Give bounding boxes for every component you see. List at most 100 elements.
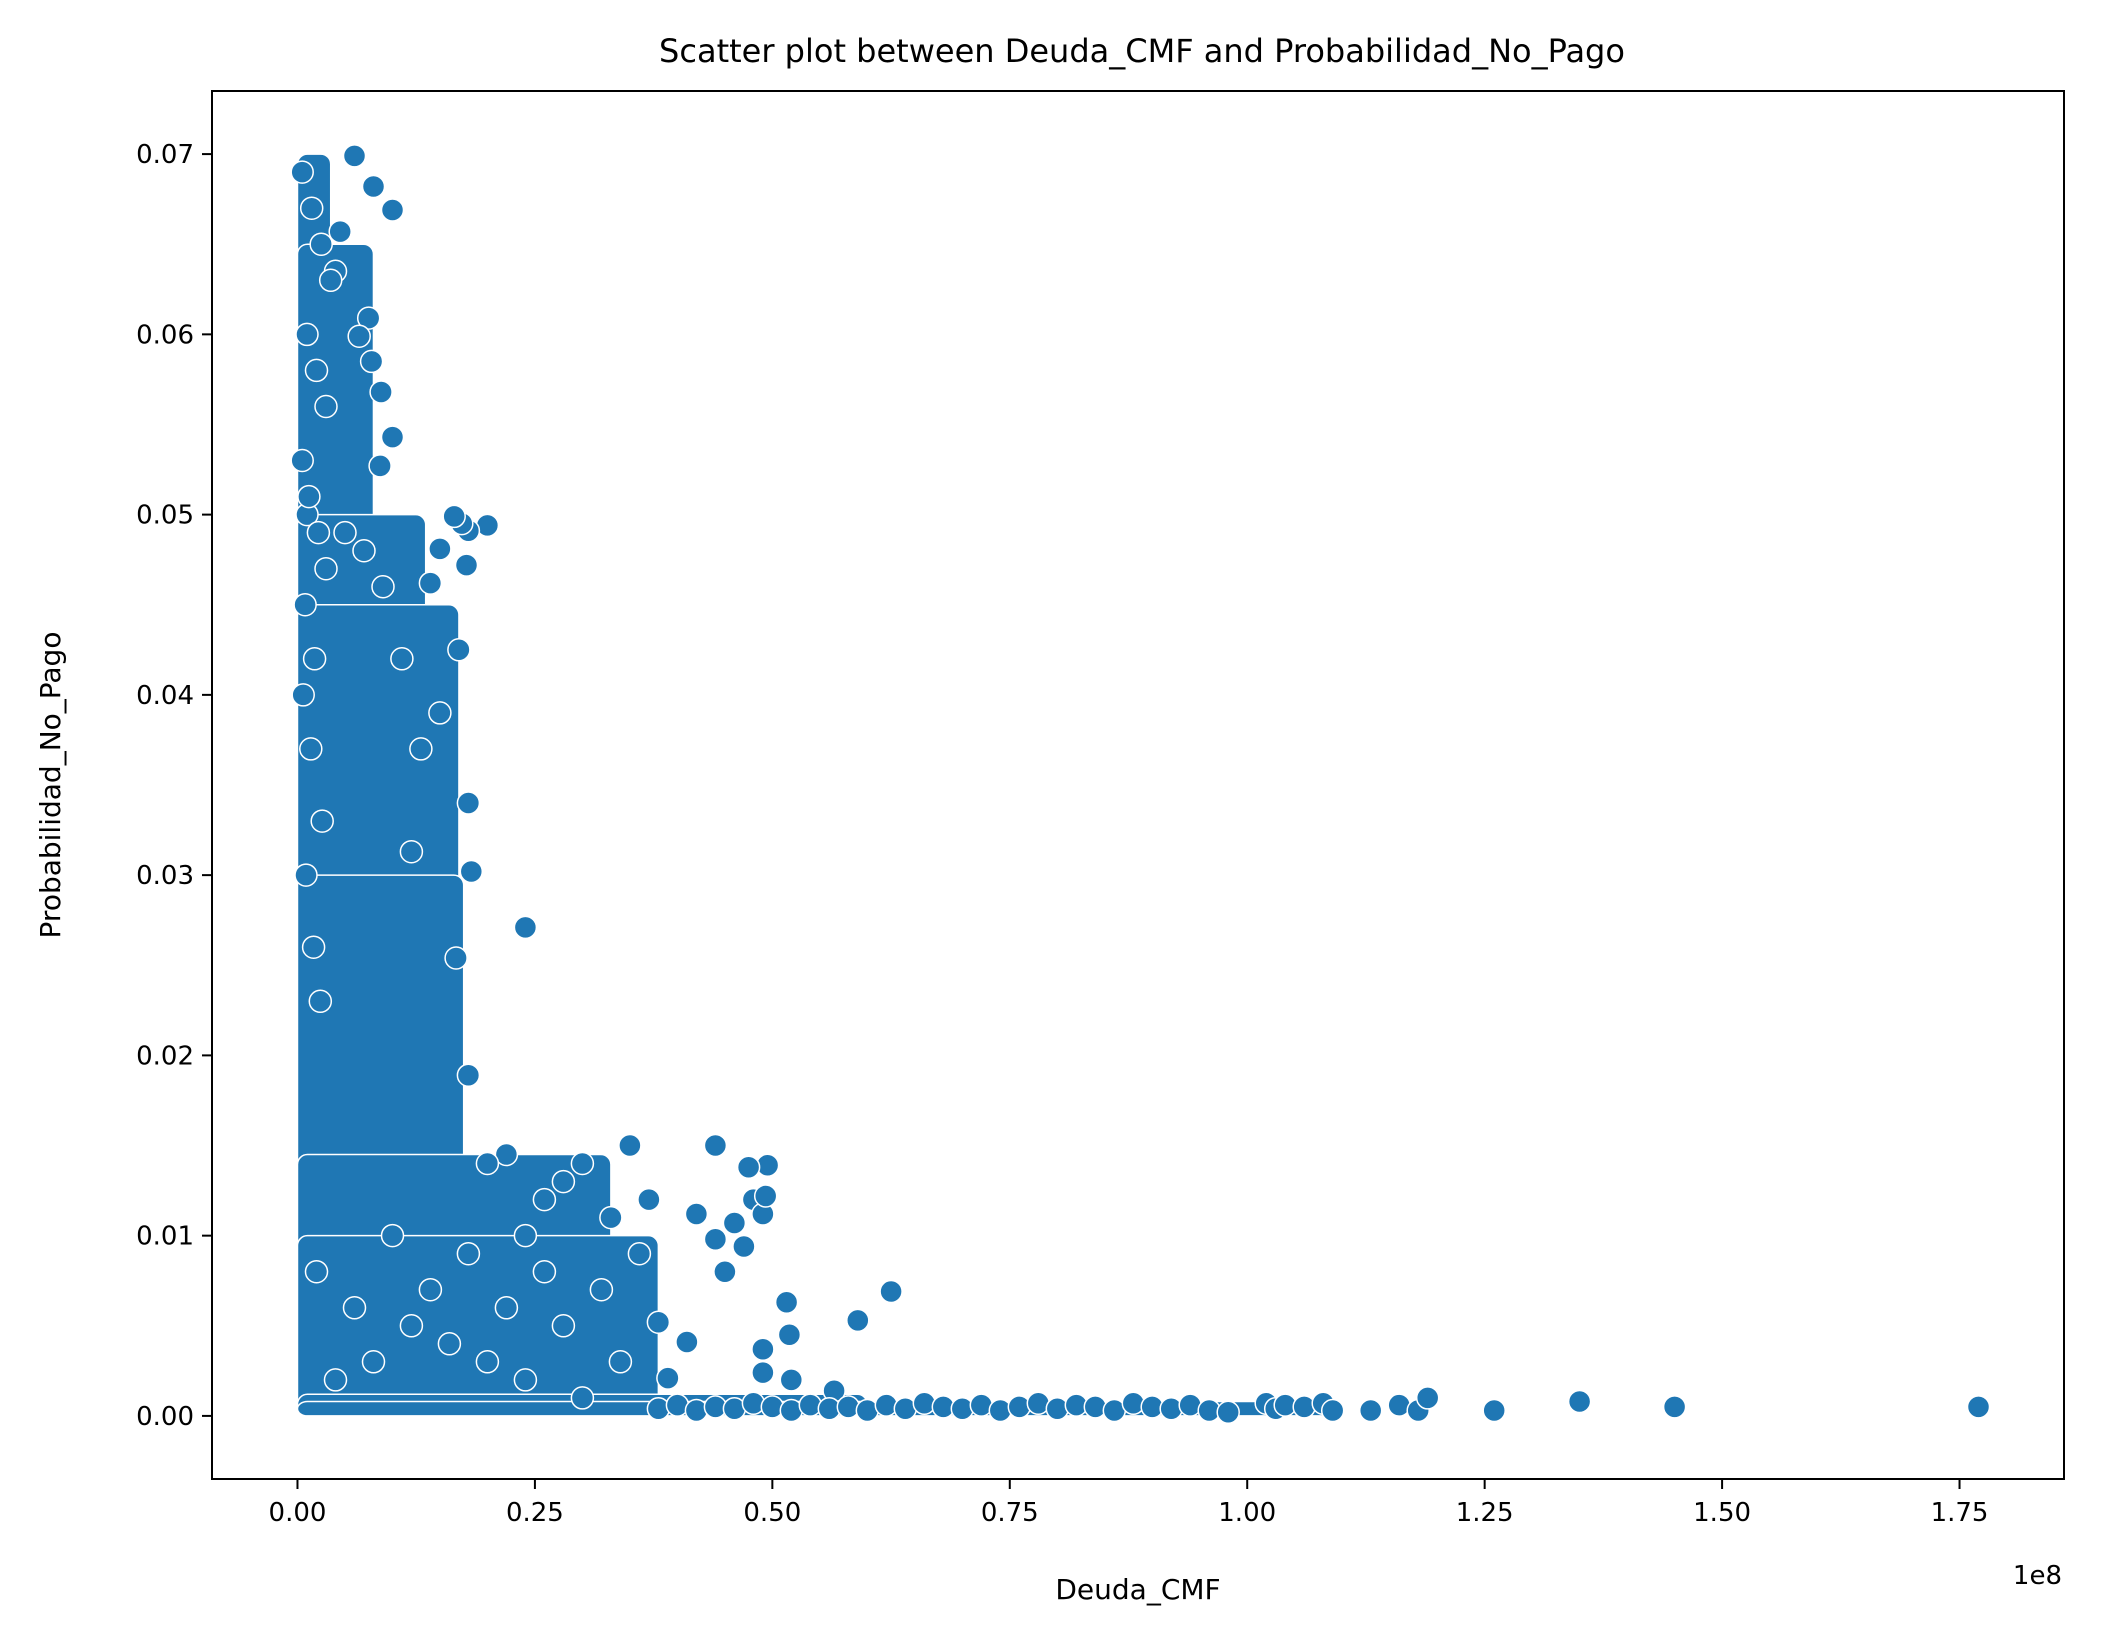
scatter-point (390, 647, 414, 671)
scatter-point (532, 1259, 557, 1284)
scatter-point (323, 1368, 348, 1392)
y-axis-ticks: 0.00 0.01 0.02 0.03 0.04 0.05 0.06 0.07 (136, 140, 212, 1432)
scatter-point (299, 196, 324, 220)
scatter-point (618, 1133, 642, 1158)
y-tick-label: 0.03 (136, 861, 194, 891)
scatter-point (874, 1393, 899, 1417)
scatter-point (333, 520, 357, 545)
scatter-point (684, 1202, 709, 1226)
scatter-point (1662, 1395, 1687, 1419)
scatter-point (513, 1223, 538, 1248)
scatter-point (409, 737, 433, 761)
y-tick-label: 0.04 (136, 681, 194, 711)
scatter-point (570, 1151, 595, 1176)
dense-point-mass (296, 153, 1343, 1417)
scatter-point (798, 1393, 823, 1417)
scatter-point (494, 1296, 519, 1320)
scatter-point (1415, 1386, 1440, 1410)
scatter-point (302, 647, 327, 671)
scatter-point (950, 1396, 975, 1421)
scatter-point (361, 1350, 386, 1374)
scatter-point (418, 1277, 443, 1302)
scatter-point (306, 520, 331, 545)
scatter-point (359, 349, 384, 374)
y-tick-label: 0.06 (136, 320, 194, 350)
scatter-point (304, 1259, 329, 1284)
scatter-point (736, 1155, 761, 1179)
scatter-point (732, 1234, 756, 1259)
scatter-point (637, 1187, 661, 1212)
scatter-point (447, 638, 471, 662)
scatter-point (399, 839, 424, 864)
scatter-point (301, 935, 326, 959)
scatter-point (751, 1337, 775, 1361)
x-tick-label: 0.50 (743, 1498, 801, 1528)
scatter-point (879, 1279, 903, 1304)
scatter-point (774, 1290, 799, 1315)
chart-title: Scatter plot between Deuda_CMF and Proba… (659, 32, 1625, 70)
x-tick-label: 0.25 (506, 1498, 564, 1528)
scatter-point (513, 1368, 538, 1392)
scatter-point (532, 1187, 557, 1212)
scatter-point (722, 1211, 747, 1235)
scatter-point (656, 1366, 680, 1390)
data-points (290, 144, 1991, 1425)
scatter-point (371, 574, 395, 599)
scatter-point (646, 1396, 671, 1421)
y-axis-label: Probabilidad_No_Pago (34, 632, 67, 939)
x-tick-label: 1.50 (1693, 1498, 1751, 1528)
y-tick-label: 0.02 (136, 1041, 194, 1071)
dense-block (296, 1234, 660, 1417)
scatter-point (1966, 1395, 1991, 1419)
scatter-point (454, 553, 479, 577)
scatter-point (328, 219, 352, 244)
scatter-point (1567, 1389, 1592, 1414)
x-tick-label: 1.25 (1456, 1498, 1514, 1528)
scatter-point (456, 791, 481, 815)
scatter-point (751, 1360, 775, 1385)
x-tick-label: 0.75 (981, 1498, 1039, 1528)
x-axis-ticks: 0.00 0.25 0.50 0.75 1.00 1.25 1.50 1.75 (269, 1479, 1989, 1528)
scatter-point (703, 1227, 728, 1252)
scatter-point (314, 394, 338, 419)
x-tick-label: 0.00 (269, 1498, 327, 1528)
scatter-point (1045, 1396, 1070, 1421)
scatter-point (295, 322, 319, 347)
x-axis-label: Deuda_CMF (1055, 1573, 1220, 1606)
plot-area-frame (211, 90, 2065, 1480)
y-tick-label: 0.01 (136, 1222, 194, 1252)
scatter-point (293, 592, 317, 617)
x-tick-label: 1.75 (1931, 1498, 1989, 1528)
scatter-point (1007, 1395, 1032, 1419)
scatter-point (299, 737, 323, 761)
scatter-point (308, 989, 333, 1014)
y-tick-label: 0.05 (136, 501, 194, 531)
scatter-point (418, 571, 443, 595)
scatter-point (380, 1223, 405, 1248)
scatter-point (703, 1133, 728, 1158)
scatter-point (428, 537, 452, 561)
scatter-point (675, 1330, 699, 1354)
scatter-point (1121, 1391, 1146, 1416)
scatter-point (290, 448, 314, 473)
scatter-point (437, 1332, 462, 1356)
scatter-point (475, 1350, 500, 1374)
scatter-point (361, 174, 386, 199)
x-axis-offset-label: 1e8 (2013, 1561, 2062, 1591)
scatter-point (760, 1395, 785, 1419)
scatter-point (713, 1259, 737, 1284)
scatter-point (551, 1169, 576, 1194)
scatter-point (753, 1184, 778, 1208)
scatter-point (368, 454, 392, 478)
scatter-point (646, 1310, 671, 1334)
scatter-point (356, 306, 381, 330)
scatter-point (1083, 1395, 1108, 1419)
scatter-point (912, 1391, 937, 1416)
scatter-point (294, 863, 318, 887)
scatter-point (456, 1063, 481, 1087)
scatter-point (290, 160, 314, 184)
scatter-point (309, 232, 333, 256)
scatter-point (1482, 1398, 1506, 1423)
scatter-point (304, 358, 329, 383)
scatter-point (428, 701, 452, 725)
